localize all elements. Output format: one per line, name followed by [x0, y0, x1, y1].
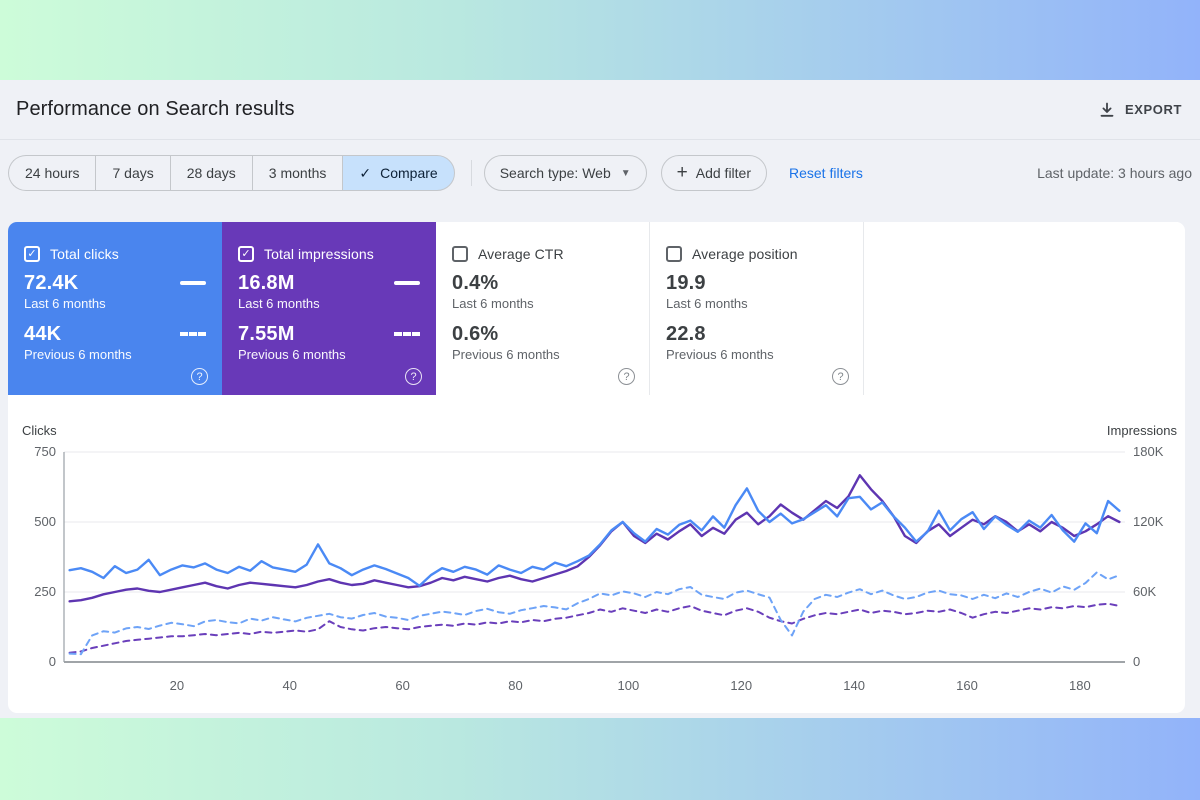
- x-axis-tick: 140: [843, 678, 865, 693]
- right-axis-tick: 60K: [1133, 584, 1157, 599]
- metric-current-value: 16.8M: [238, 271, 295, 294]
- solid-line-indicator: [180, 281, 206, 285]
- x-axis-tick: 160: [956, 678, 978, 693]
- metric-label: Total impressions: [264, 246, 374, 262]
- dashed-line-indicator: [180, 332, 206, 336]
- x-axis-tick: 180: [1068, 678, 1091, 693]
- left-axis-title: Clicks: [22, 423, 57, 438]
- x-axis-tick: 40: [282, 678, 297, 693]
- metric-current-caption: Last 6 months: [666, 296, 748, 311]
- tab-28-days[interactable]: 28 days: [169, 155, 252, 191]
- search-console-window: Performance on Search results EXPORT 24 …: [0, 80, 1200, 718]
- metric-current-value: 19.9: [666, 271, 706, 294]
- help-icon[interactable]: ?: [405, 368, 422, 385]
- metric-current-caption: Last 6 months: [238, 296, 320, 311]
- date-range-tabs: 24 hours 7 days 28 days 3 months ✓ Compa…: [8, 155, 455, 191]
- metric-previous-caption: Previous 6 months: [666, 347, 774, 362]
- metric-previous-caption: Previous 6 months: [452, 347, 560, 362]
- x-axis-tick: 60: [395, 678, 410, 693]
- left-axis-tick: 500: [34, 514, 56, 529]
- metric-previous-value: 44K: [24, 322, 62, 345]
- metric-card-average-ctr[interactable]: Average CTR 0.4% Last 6 months 0.6% Prev…: [436, 222, 650, 395]
- metric-card-average-position[interactable]: Average position 19.9 Last 6 months 22.8…: [650, 222, 864, 395]
- page-title: Performance on Search results: [16, 98, 295, 120]
- x-axis-tick: 80: [508, 678, 523, 693]
- reset-filters-link[interactable]: Reset filters: [789, 165, 863, 181]
- dashed-line-indicator: [394, 332, 420, 336]
- check-icon: ✓: [359, 164, 372, 181]
- checkbox-checked-icon[interactable]: ✓: [238, 246, 254, 262]
- series-line: [68, 474, 1121, 603]
- tab-3-months[interactable]: 3 months: [251, 155, 343, 191]
- app-header: Performance on Search results EXPORT: [0, 80, 1200, 140]
- plus-icon: +: [676, 161, 688, 183]
- chevron-down-icon: ▼: [620, 167, 631, 179]
- search-type-filter[interactable]: Search type: Web ▼: [483, 155, 647, 191]
- filter-toolbar: 24 hours 7 days 28 days 3 months ✓ Compa…: [8, 154, 1192, 192]
- solid-line-indicator: [394, 281, 420, 285]
- metric-tiles-row: ✓ Total clicks 72.4K Last 6 months 44K: [8, 222, 1185, 395]
- export-button[interactable]: EXPORT: [1099, 102, 1182, 118]
- checkbox-unchecked-icon[interactable]: [666, 246, 682, 262]
- toolbar-divider: [470, 160, 472, 186]
- tab-24-hours[interactable]: 24 hours: [8, 155, 96, 191]
- x-axis-tick: 120: [730, 678, 753, 693]
- add-filter-label: Add filter: [695, 165, 751, 181]
- left-axis-tick: 750: [34, 444, 56, 459]
- metric-previous-value: 22.8: [666, 322, 706, 345]
- add-filter-button[interactable]: + Add filter: [660, 155, 767, 191]
- metric-row-filler: [864, 222, 1185, 395]
- checkbox-unchecked-icon[interactable]: [452, 246, 468, 262]
- tab-compare-selected[interactable]: ✓ Compare: [342, 155, 455, 191]
- export-label: EXPORT: [1124, 102, 1182, 117]
- help-icon[interactable]: ?: [832, 368, 849, 385]
- metric-previous-caption: Previous 6 months: [238, 347, 346, 362]
- metric-label: Average position: [692, 246, 798, 262]
- chart-canvas: [63, 451, 1125, 663]
- series-line: [68, 602, 1121, 654]
- right-axis-tick: 0: [1133, 654, 1141, 669]
- last-update-text: Last update: 3 hours ago: [1037, 165, 1192, 181]
- x-axis-tick: 100: [617, 678, 640, 693]
- metric-current-value: 72.4K: [24, 271, 79, 294]
- metric-previous-value: 7.55M: [238, 322, 295, 345]
- download-icon: [1100, 102, 1114, 117]
- right-axis-tick: 120K: [1133, 514, 1164, 529]
- right-axis-tick: 180K: [1133, 444, 1164, 459]
- metric-card-total-clicks[interactable]: ✓ Total clicks 72.4K Last 6 months 44K: [8, 222, 222, 395]
- compare-label: Compare: [380, 165, 438, 181]
- metric-card-total-impressions[interactable]: ✓ Total impressions 16.8M Last 6 months …: [222, 222, 436, 395]
- tab-7-days[interactable]: 7 days: [95, 155, 170, 191]
- metric-previous-caption: Previous 6 months: [24, 347, 132, 362]
- checkbox-checked-icon[interactable]: ✓: [24, 246, 40, 262]
- search-type-label: Search type: Web: [499, 165, 611, 181]
- left-axis-tick: 250: [34, 584, 56, 599]
- help-icon[interactable]: ?: [618, 368, 635, 385]
- x-axis-tick: 20: [169, 678, 185, 693]
- metric-current-value: 0.4%: [452, 271, 499, 294]
- performance-chart[interactable]: Clicks Impressions 0 250 500 750 0 60K 120K 180K 2…: [8, 395, 1185, 713]
- right-axis-title: Impressions: [1106, 423, 1177, 438]
- metric-label: Total clicks: [50, 246, 119, 262]
- metric-current-caption: Last 6 months: [24, 296, 106, 311]
- series-line: [68, 487, 1121, 588]
- metric-current-caption: Last 6 months: [452, 296, 534, 311]
- performance-card: ✓ Total clicks 72.4K Last 6 months 44K: [8, 222, 1185, 713]
- metric-label: Average CTR: [478, 246, 564, 262]
- metric-previous-value: 0.6%: [452, 322, 499, 345]
- series-line: [68, 571, 1121, 656]
- help-icon[interactable]: ?: [191, 368, 208, 385]
- left-axis-tick: 0: [48, 654, 56, 669]
